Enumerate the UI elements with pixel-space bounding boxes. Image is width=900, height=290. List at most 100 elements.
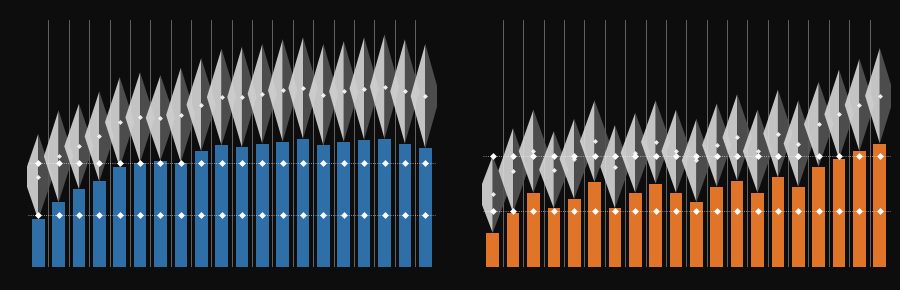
Polygon shape [79, 104, 94, 189]
Bar [710, 187, 723, 267]
Polygon shape [518, 110, 534, 193]
Polygon shape [186, 58, 202, 151]
Polygon shape [839, 70, 854, 159]
Polygon shape [560, 119, 574, 199]
Polygon shape [824, 70, 839, 159]
Polygon shape [784, 100, 798, 187]
Polygon shape [329, 41, 344, 142]
Bar [568, 199, 580, 267]
Polygon shape [580, 100, 595, 182]
Polygon shape [221, 49, 236, 146]
Polygon shape [58, 110, 73, 202]
Polygon shape [283, 39, 297, 142]
Polygon shape [880, 48, 895, 144]
Polygon shape [656, 100, 670, 184]
Bar [154, 161, 166, 267]
Polygon shape [228, 47, 242, 147]
Bar [358, 140, 371, 267]
Polygon shape [64, 104, 79, 189]
Polygon shape [574, 119, 589, 199]
Polygon shape [742, 110, 758, 193]
Bar [175, 162, 187, 267]
Bar [195, 151, 208, 267]
Bar [874, 144, 886, 267]
Bar [399, 144, 411, 267]
Polygon shape [763, 90, 778, 177]
Polygon shape [309, 44, 323, 146]
Bar [853, 151, 866, 267]
Bar [486, 233, 499, 267]
Polygon shape [682, 119, 697, 202]
Polygon shape [478, 156, 492, 233]
Polygon shape [202, 58, 216, 151]
Polygon shape [364, 37, 379, 140]
Polygon shape [370, 35, 384, 139]
Polygon shape [804, 82, 819, 167]
Polygon shape [778, 90, 793, 177]
Polygon shape [845, 59, 859, 151]
Polygon shape [166, 68, 181, 162]
Polygon shape [702, 104, 716, 187]
Polygon shape [349, 37, 364, 140]
Bar [93, 182, 105, 267]
Polygon shape [635, 113, 650, 193]
Polygon shape [207, 49, 221, 146]
Bar [32, 220, 44, 267]
Bar [52, 202, 65, 267]
Polygon shape [595, 100, 609, 182]
Polygon shape [38, 134, 53, 220]
Bar [608, 208, 621, 267]
Bar [752, 193, 764, 267]
Bar [378, 139, 391, 267]
Bar [547, 208, 560, 267]
Polygon shape [534, 110, 548, 193]
Polygon shape [160, 75, 176, 161]
Bar [813, 167, 825, 267]
Bar [276, 142, 289, 267]
Polygon shape [716, 104, 732, 187]
Polygon shape [600, 125, 615, 208]
Polygon shape [499, 128, 513, 213]
Polygon shape [262, 44, 277, 144]
Polygon shape [737, 94, 751, 180]
Polygon shape [44, 110, 58, 202]
Polygon shape [248, 44, 262, 144]
Bar [629, 193, 642, 267]
Polygon shape [798, 100, 813, 187]
Bar [690, 202, 703, 267]
Polygon shape [85, 91, 99, 182]
Bar [236, 147, 248, 267]
Polygon shape [99, 91, 114, 182]
Bar [731, 180, 743, 267]
Bar [256, 144, 268, 267]
Polygon shape [758, 110, 772, 193]
Polygon shape [723, 94, 737, 180]
Polygon shape [410, 44, 426, 148]
Bar [215, 146, 228, 267]
Polygon shape [860, 59, 874, 151]
Polygon shape [120, 77, 134, 167]
Polygon shape [140, 72, 155, 162]
Polygon shape [391, 39, 405, 144]
Polygon shape [344, 41, 358, 142]
Polygon shape [615, 125, 630, 208]
Polygon shape [676, 110, 690, 193]
Bar [527, 193, 540, 267]
Polygon shape [323, 44, 338, 146]
Bar [297, 139, 310, 267]
Polygon shape [697, 119, 711, 202]
Polygon shape [492, 156, 508, 233]
Polygon shape [384, 35, 400, 139]
Bar [650, 184, 662, 267]
Polygon shape [513, 128, 527, 213]
Polygon shape [662, 110, 676, 193]
Polygon shape [146, 75, 160, 161]
Polygon shape [242, 47, 256, 147]
Polygon shape [268, 39, 283, 142]
Bar [317, 146, 329, 267]
Polygon shape [554, 131, 569, 208]
Polygon shape [641, 100, 656, 184]
Polygon shape [819, 82, 833, 167]
Bar [113, 167, 126, 267]
Polygon shape [426, 44, 440, 148]
